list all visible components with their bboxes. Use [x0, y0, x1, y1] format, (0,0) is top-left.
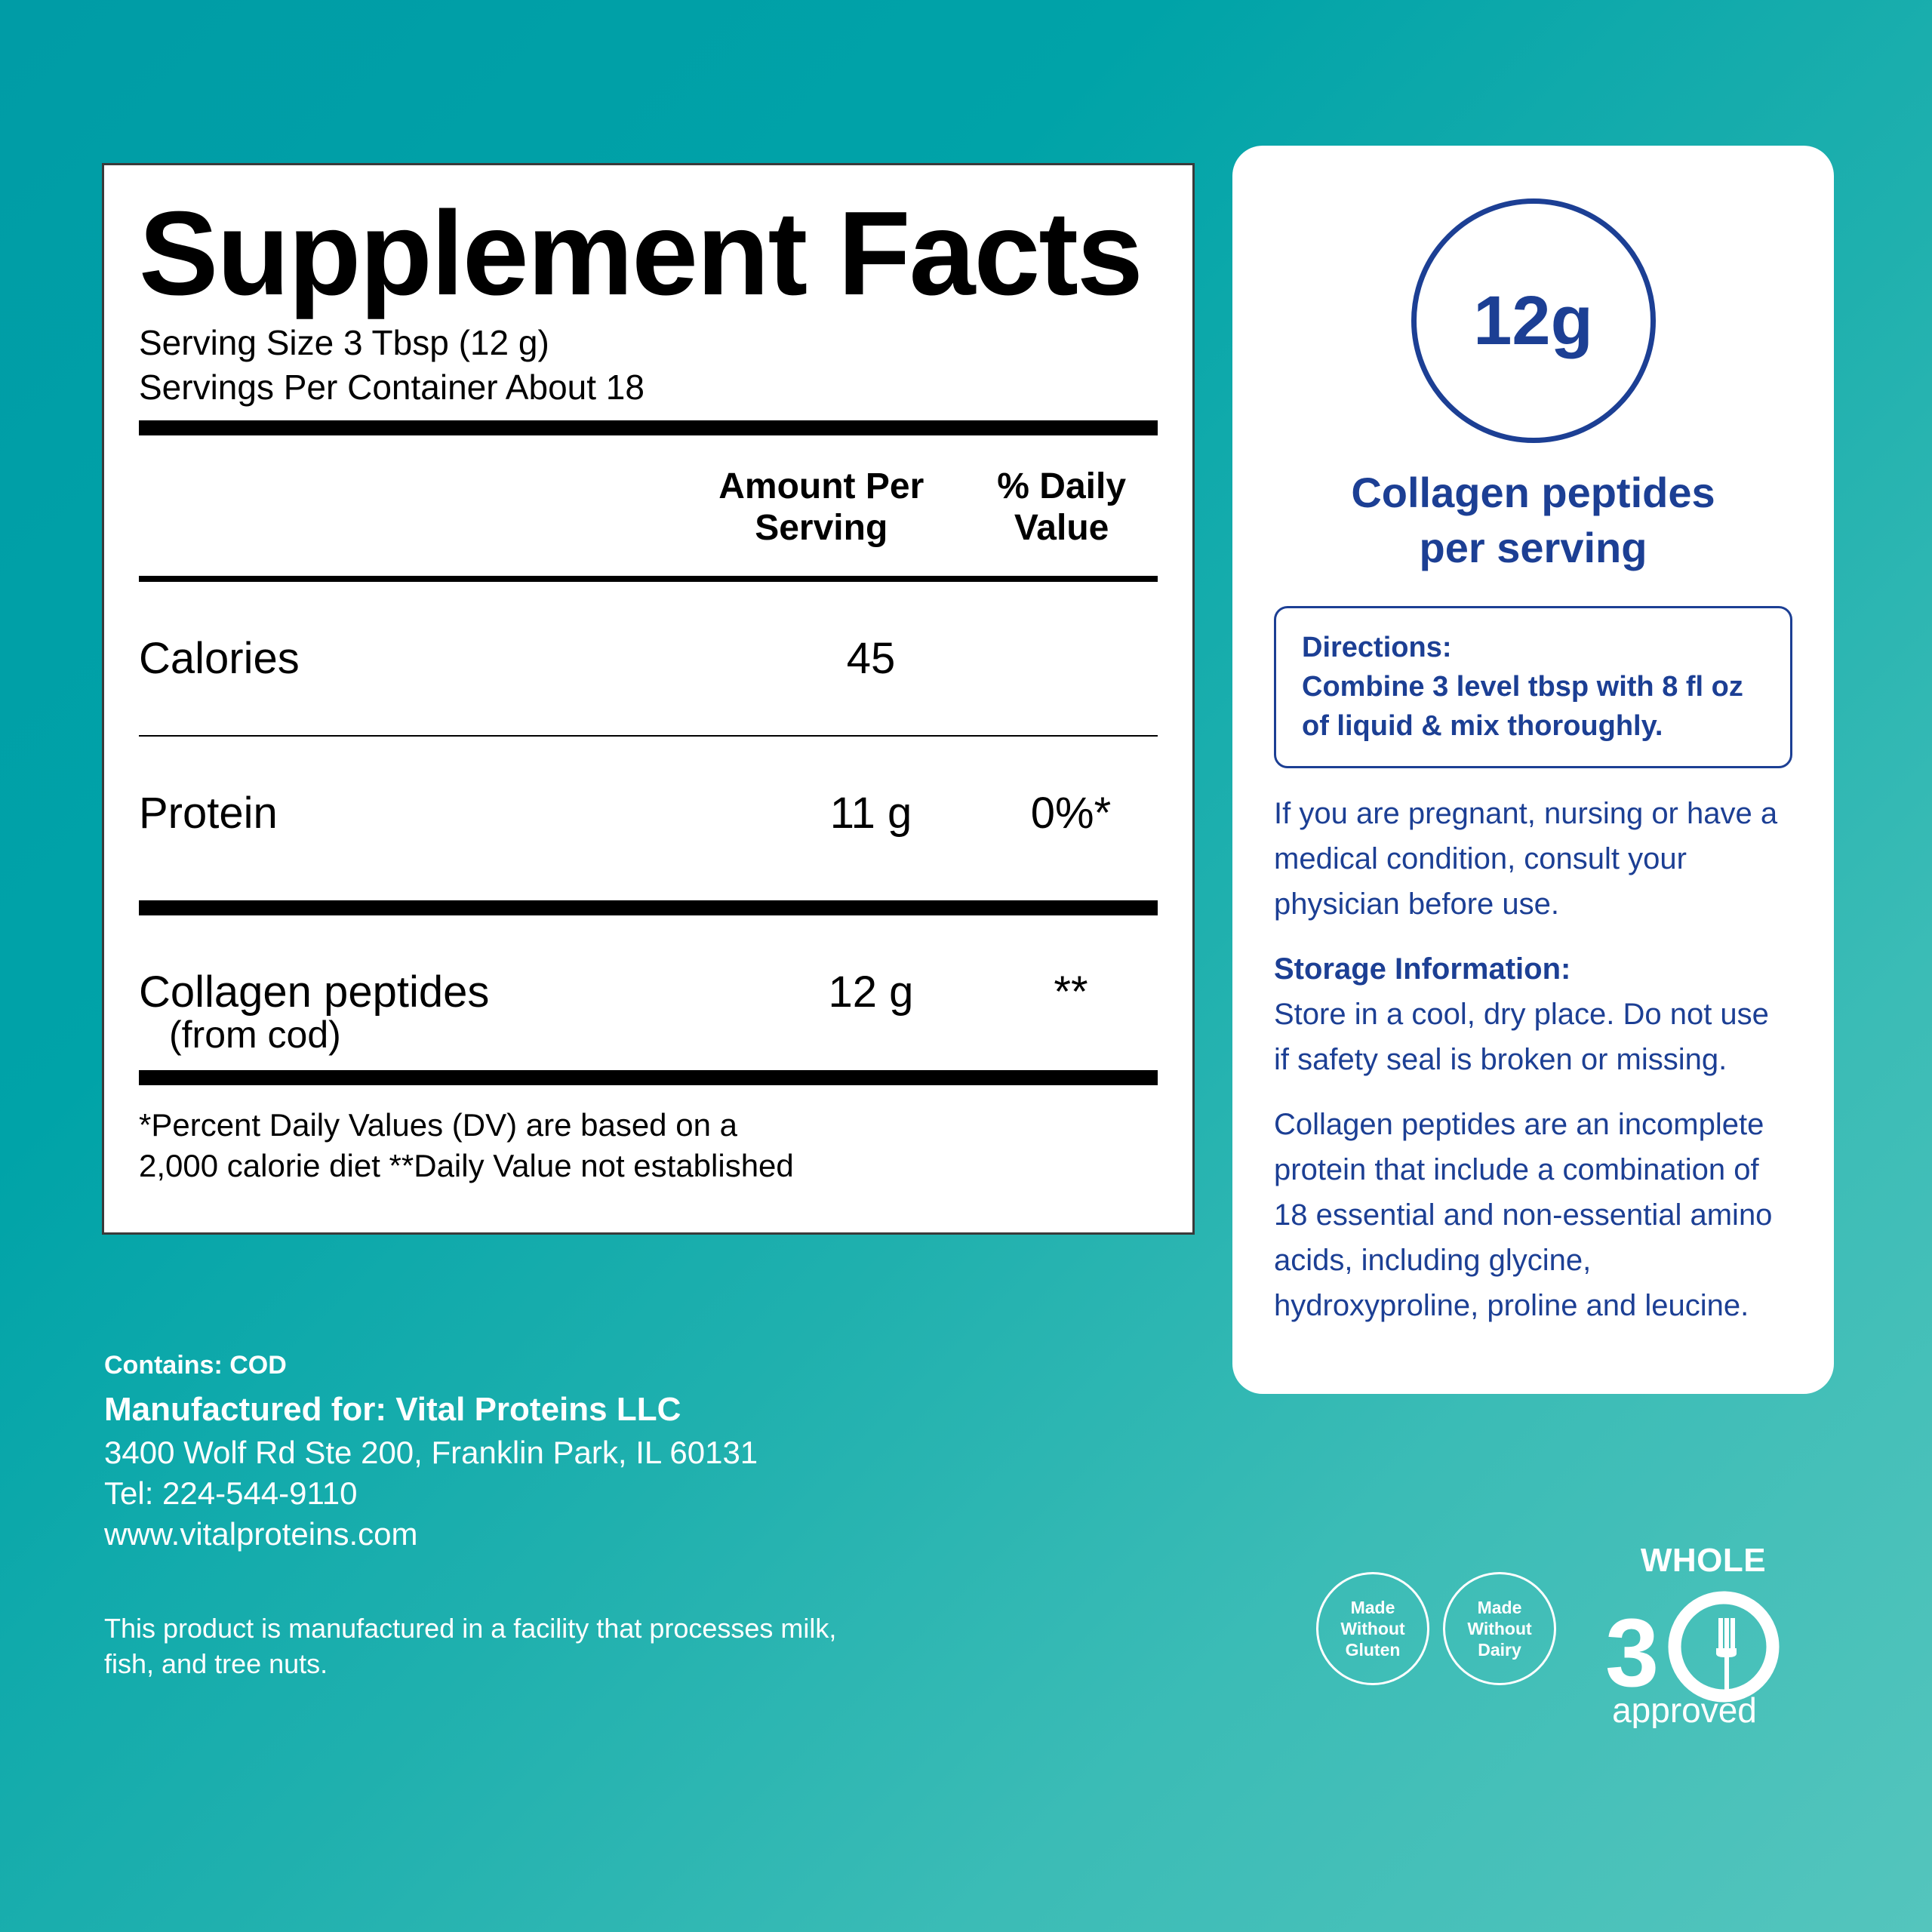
svg-text:WHOLE: WHOLE — [1641, 1542, 1766, 1579]
svg-text:approved: approved — [1612, 1690, 1757, 1728]
